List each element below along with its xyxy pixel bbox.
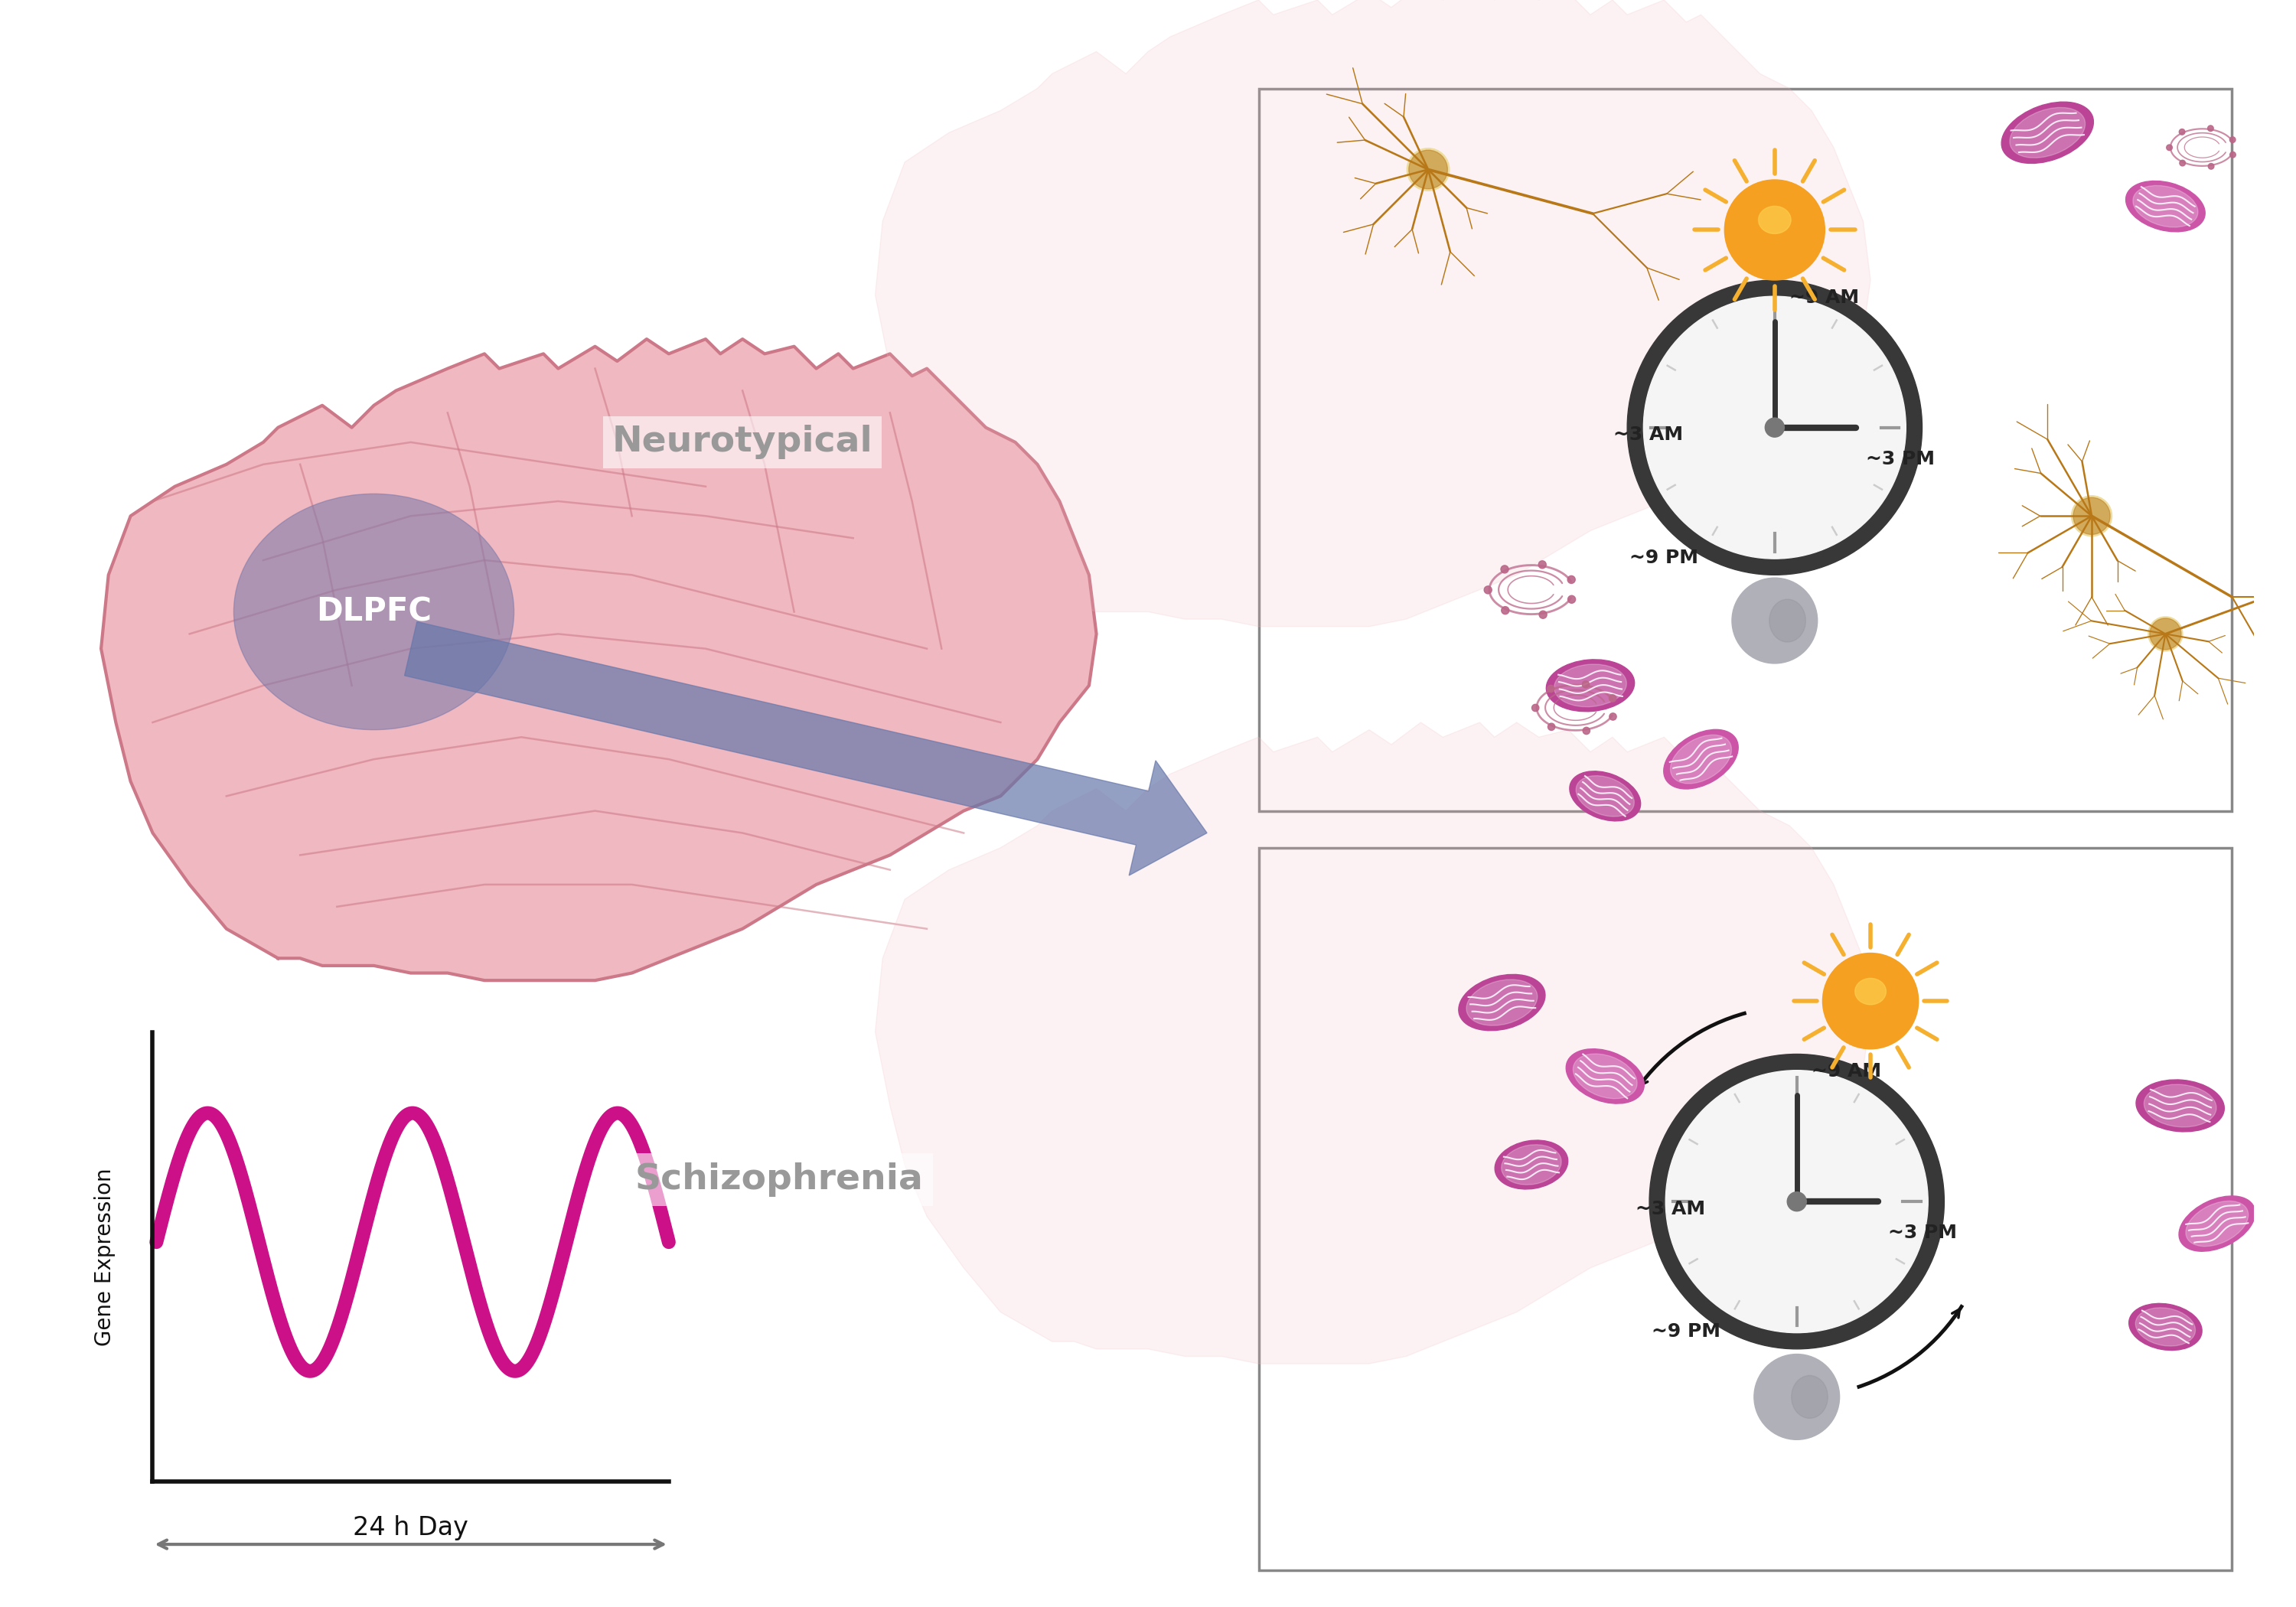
Circle shape	[2229, 151, 2236, 157]
Ellipse shape	[1791, 1376, 1828, 1419]
Text: Schizophrenia: Schizophrenia	[636, 1162, 923, 1197]
Ellipse shape	[1566, 1049, 1644, 1104]
Ellipse shape	[1495, 1141, 1568, 1189]
Ellipse shape	[1410, 149, 1446, 190]
Ellipse shape	[1575, 776, 1635, 816]
Polygon shape	[101, 339, 1097, 980]
Text: 24 h Day: 24 h Day	[354, 1515, 468, 1540]
Circle shape	[2167, 145, 2172, 151]
Circle shape	[1731, 579, 1818, 664]
Text: ~3 AM: ~3 AM	[1635, 1200, 1706, 1218]
Ellipse shape	[2133, 185, 2197, 227]
Circle shape	[2179, 129, 2186, 135]
Circle shape	[1548, 723, 1554, 730]
Ellipse shape	[234, 493, 514, 730]
Circle shape	[1538, 611, 1548, 619]
Text: DLPFC: DLPFC	[317, 596, 432, 628]
Circle shape	[1568, 575, 1575, 583]
Circle shape	[1483, 587, 1492, 593]
Ellipse shape	[2126, 182, 2204, 231]
Ellipse shape	[1855, 979, 1885, 1004]
Text: ~3 PM: ~3 PM	[1887, 1223, 1956, 1242]
Polygon shape	[875, 0, 1871, 627]
Ellipse shape	[2002, 101, 2094, 164]
Ellipse shape	[2073, 498, 2110, 535]
Text: ~9 AM: ~9 AM	[1789, 288, 1860, 307]
Circle shape	[1628, 280, 1922, 575]
Circle shape	[1754, 1355, 1839, 1440]
Text: ~9 PM: ~9 PM	[1651, 1323, 1720, 1340]
FancyArrow shape	[404, 622, 1208, 876]
Text: ~9 AM: ~9 AM	[1812, 1062, 1880, 1080]
Circle shape	[1582, 681, 1589, 688]
Circle shape	[1531, 704, 1538, 712]
Ellipse shape	[2135, 1080, 2225, 1131]
Ellipse shape	[1554, 664, 1626, 707]
Circle shape	[1766, 418, 1784, 437]
Ellipse shape	[1545, 659, 1635, 712]
Polygon shape	[875, 723, 1871, 1364]
Ellipse shape	[1502, 1144, 1561, 1184]
Ellipse shape	[1770, 599, 1805, 643]
Ellipse shape	[2071, 495, 2112, 537]
Circle shape	[1609, 714, 1616, 720]
Circle shape	[2179, 161, 2186, 166]
Circle shape	[1502, 566, 1508, 574]
Ellipse shape	[1759, 206, 1791, 233]
Circle shape	[1665, 1070, 1929, 1332]
Text: ~3 AM: ~3 AM	[1614, 426, 1683, 444]
Ellipse shape	[2135, 1308, 2195, 1347]
Circle shape	[1538, 561, 1545, 569]
Circle shape	[1823, 953, 1919, 1049]
Text: Gene Expression: Gene Expression	[94, 1168, 115, 1345]
Ellipse shape	[1573, 1054, 1637, 1099]
Ellipse shape	[1467, 980, 1538, 1025]
Circle shape	[1548, 685, 1554, 693]
Text: ~3 PM: ~3 PM	[1867, 450, 1936, 468]
Circle shape	[1568, 596, 1575, 603]
Bar	[1258, 88, 2232, 812]
Circle shape	[1786, 1192, 1807, 1212]
Ellipse shape	[2009, 108, 2085, 157]
Ellipse shape	[2186, 1200, 2248, 1247]
Circle shape	[1649, 1054, 1945, 1348]
Circle shape	[2209, 164, 2213, 169]
Ellipse shape	[1665, 730, 1738, 789]
Ellipse shape	[1570, 771, 1642, 821]
Bar	[1258, 848, 2232, 1570]
Circle shape	[1609, 694, 1616, 702]
Ellipse shape	[2149, 619, 2181, 649]
Ellipse shape	[1671, 734, 1731, 784]
Circle shape	[1644, 296, 1906, 559]
Ellipse shape	[1407, 148, 1449, 191]
Text: ~9 PM: ~9 PM	[1630, 548, 1699, 567]
Circle shape	[1724, 180, 1825, 280]
Circle shape	[1502, 606, 1508, 614]
Circle shape	[2209, 125, 2213, 132]
Circle shape	[1582, 728, 1589, 734]
Ellipse shape	[1458, 974, 1545, 1030]
Ellipse shape	[2149, 617, 2183, 651]
Ellipse shape	[2144, 1085, 2216, 1127]
Text: Neurotypical: Neurotypical	[613, 424, 872, 460]
Ellipse shape	[2128, 1303, 2202, 1350]
Circle shape	[2229, 137, 2236, 143]
Ellipse shape	[2179, 1196, 2255, 1252]
